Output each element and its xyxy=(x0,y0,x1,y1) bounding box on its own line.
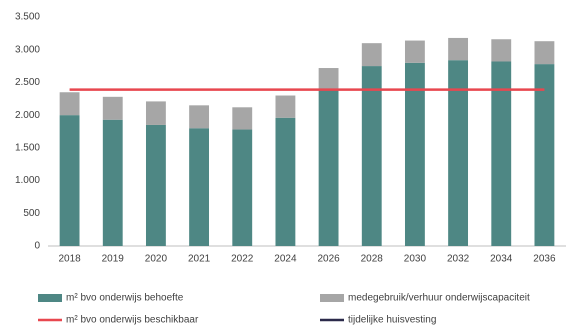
bar xyxy=(491,39,512,62)
x-tick-label: 2034 xyxy=(490,254,513,265)
y-tick-label: 500 xyxy=(23,208,40,219)
bar xyxy=(361,43,382,67)
y-tick-label: 2.500 xyxy=(15,77,40,88)
legend-label: tijdelijke huisvesting xyxy=(348,315,436,326)
legend-label: medegebruik/verhuur onderwijscapaciteit xyxy=(348,293,530,304)
bar xyxy=(491,61,512,247)
bar xyxy=(232,107,253,130)
bar xyxy=(102,119,123,246)
x-tick-label: 2021 xyxy=(188,254,211,265)
x-tick-label: 2019 xyxy=(102,254,125,265)
legend-label: m² bvo onderwijs beschikbaar xyxy=(66,315,199,326)
bar xyxy=(318,68,339,90)
bar xyxy=(59,92,80,116)
bar xyxy=(448,37,469,61)
x-tick-label: 2018 xyxy=(58,254,81,265)
bar xyxy=(275,95,296,118)
y-tick-label: 1.500 xyxy=(15,142,40,153)
x-tick-label: 2028 xyxy=(361,254,384,265)
bar xyxy=(232,129,253,246)
bar xyxy=(189,105,210,129)
y-tick-label: 3.000 xyxy=(15,44,40,55)
bar xyxy=(189,128,210,246)
x-tick-label: 2032 xyxy=(447,254,470,265)
bar xyxy=(534,64,555,246)
legend-label: m² bvo onderwijs behoefte xyxy=(66,293,184,304)
bar xyxy=(448,60,469,246)
y-tick-label: 3.500 xyxy=(15,12,40,23)
bar xyxy=(59,115,80,247)
bar xyxy=(404,62,425,246)
legend-swatch xyxy=(320,294,344,302)
bar xyxy=(361,66,382,246)
x-tick-label: 2020 xyxy=(145,254,168,265)
bar xyxy=(102,96,123,120)
x-tick-label: 2022 xyxy=(231,254,254,265)
x-tick-label: 2024 xyxy=(274,254,297,265)
bar xyxy=(318,89,339,246)
x-tick-label: 2030 xyxy=(404,254,427,265)
bar xyxy=(534,41,555,65)
legend-swatch xyxy=(38,294,62,302)
y-tick-label: 0 xyxy=(34,241,40,252)
x-tick-label: 2026 xyxy=(317,254,340,265)
x-tick-label: 2036 xyxy=(533,254,556,265)
y-tick-label: 1.000 xyxy=(15,175,40,186)
y-tick-label: 2.000 xyxy=(15,110,40,121)
bar xyxy=(275,117,296,246)
bar xyxy=(145,124,166,246)
bar xyxy=(404,40,425,63)
bar xyxy=(145,101,166,125)
